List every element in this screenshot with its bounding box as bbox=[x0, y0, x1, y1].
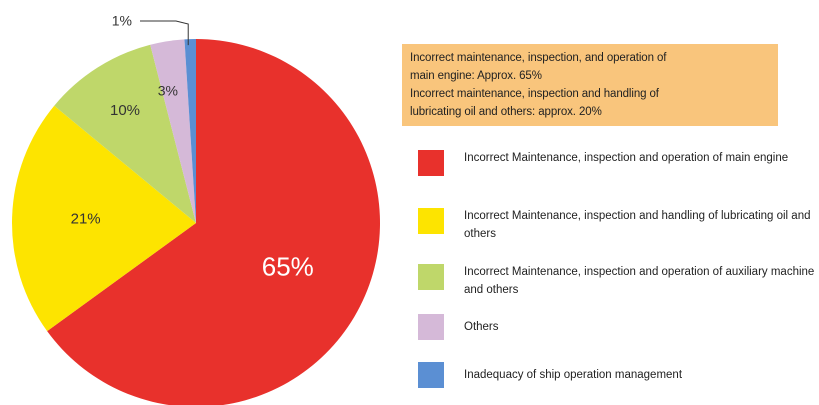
legend-item-others: Others bbox=[418, 314, 819, 340]
legend-item-auxiliary-machine: Incorrect Maintenance, inspection and op… bbox=[418, 264, 819, 299]
legend-item-lubricating-oil: Incorrect Maintenance, inspection and ha… bbox=[418, 208, 819, 243]
annotation-line-4: lubricating oil and others: approx. 20% bbox=[410, 106, 602, 118]
legend-swatch-lubricating-oil bbox=[418, 208, 444, 234]
pie-chart: 65% 21% 10% 3% 1% bbox=[12, 13, 380, 405]
pie-slice-auxiliary-machine bbox=[54, 44, 197, 223]
slice-label-others: 3% bbox=[158, 82, 178, 98]
slice-label-lubricating-oil: 21% bbox=[71, 211, 101, 228]
legend-item-main-engine: Incorrect Maintenance, inspection and op… bbox=[418, 150, 819, 176]
pie-slice-main-engine bbox=[47, 39, 380, 405]
pie-slice-lubricating-oil bbox=[12, 105, 197, 332]
annotation-line-2: main engine: Approx. 65% bbox=[410, 70, 542, 82]
annotation-line-3: Incorrect maintenance, inspection and ha… bbox=[410, 88, 659, 100]
legend-label-others: Others bbox=[464, 321, 499, 333]
legend-item-ship-operation: Inadequacy of ship operation management bbox=[418, 362, 819, 388]
legend-swatch-ship-operation bbox=[418, 362, 444, 388]
legend-label-main-engine: Incorrect Maintenance, inspection and op… bbox=[464, 152, 789, 164]
legend-label-auxiliary-machine: Incorrect Maintenance, inspection and op… bbox=[464, 266, 815, 296]
slice-label-auxiliary-machine: 10% bbox=[110, 102, 140, 119]
slice-label-ship-operation: 1% bbox=[112, 13, 132, 29]
pie-slice-ship-operation bbox=[184, 39, 196, 223]
legend-swatch-main-engine bbox=[418, 150, 444, 176]
annotation-box: Incorrect maintenance, inspection, and o… bbox=[402, 44, 778, 126]
slice-label-main-engine: 65% bbox=[262, 251, 314, 281]
legend-label-ship-operation: Inadequacy of ship operation management bbox=[464, 369, 683, 381]
pie-slice-others bbox=[150, 39, 196, 223]
legend-swatch-auxiliary-machine bbox=[418, 264, 444, 290]
legend-swatch-others bbox=[418, 314, 444, 340]
annotation-line-1: Incorrect maintenance, inspection, and o… bbox=[410, 52, 667, 64]
legend-label-lubricating-oil: Incorrect Maintenance, inspection and ha… bbox=[464, 210, 811, 240]
callout-line-ship-operation bbox=[140, 20, 189, 46]
